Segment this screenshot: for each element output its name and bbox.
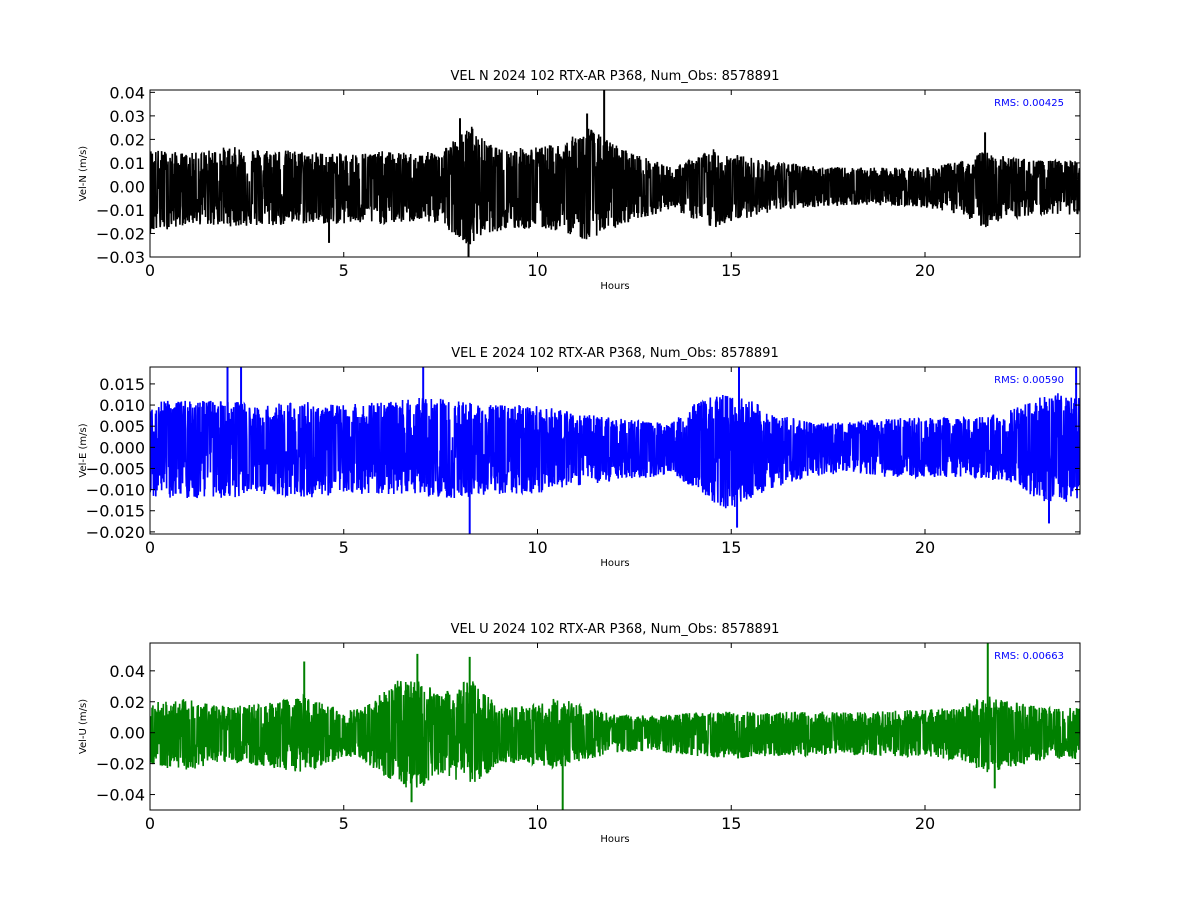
y-tick-label: −0.02: [96, 224, 145, 243]
x-axis-label: Hours: [600, 281, 629, 292]
x-tick-label: 5: [339, 261, 349, 280]
axes-frame: [149, 89, 1081, 258]
x-tick-label: 10: [527, 261, 547, 280]
panels: VEL N 2024 102 RTX-AR P368, Num_Obs: 857…: [78, 69, 1081, 845]
y-tick-label: 0.02: [109, 130, 145, 149]
y-tick-label: −0.02: [96, 755, 145, 774]
y-tick-label: 0.01: [109, 154, 145, 173]
chart-title: VEL N 2024 102 RTX-AR P368, Num_Obs: 857…: [451, 69, 780, 84]
x-tick-label: 15: [721, 261, 741, 280]
x-tick-label: 15: [721, 538, 741, 557]
chart-title: VEL E 2024 102 RTX-AR P368, Num_Obs: 857…: [451, 346, 778, 361]
panel-north: VEL N 2024 102 RTX-AR P368, Num_Obs: 857…: [78, 69, 1081, 292]
rms-annotation: RMS: 0.00425: [994, 98, 1064, 109]
x-axis-label: Hours: [600, 834, 629, 845]
y-tick-label: −0.03: [96, 248, 145, 267]
chart-title: VEL U 2024 102 RTX-AR P368, Num_Obs: 857…: [451, 622, 780, 637]
y-tick-label: 0.04: [109, 83, 145, 102]
y-axis-label: Vel-E (m/s): [78, 423, 89, 477]
y-tick-label: 0.03: [109, 107, 145, 126]
panel-east: VEL E 2024 102 RTX-AR P368, Num_Obs: 857…: [78, 346, 1081, 569]
y-tick-label: 0.04: [109, 662, 145, 681]
y-tick-label: −0.010: [86, 481, 145, 500]
x-tick-label: 0: [145, 261, 155, 280]
x-tick-label: 20: [915, 261, 935, 280]
axes-frame: [149, 642, 1081, 811]
y-tick-label: 0.02: [109, 693, 145, 712]
x-tick-label: 10: [527, 538, 547, 557]
y-tick-label: 0.005: [99, 417, 145, 436]
axes-frame: [149, 366, 1081, 535]
y-tick-label: 0.000: [99, 438, 145, 457]
x-tick-label: 20: [915, 538, 935, 557]
panel-up: VEL U 2024 102 RTX-AR P368, Num_Obs: 857…: [78, 622, 1081, 845]
rms-annotation: RMS: 0.00663: [994, 651, 1064, 662]
x-tick-label: 20: [915, 814, 935, 833]
x-tick-label: 10: [527, 814, 547, 833]
y-tick-label: −0.01: [96, 201, 145, 220]
y-tick-label: −0.04: [96, 786, 145, 805]
y-tick-label: −0.020: [86, 523, 145, 542]
x-tick-label: 5: [339, 814, 349, 833]
x-tick-label: 15: [721, 814, 741, 833]
x-axis-label: Hours: [600, 558, 629, 569]
y-tick-label: 0.00: [109, 177, 145, 196]
x-tick-label: 0: [145, 814, 155, 833]
series-line: [150, 393, 1080, 509]
y-axis-label: Vel-U (m/s): [78, 699, 89, 754]
x-tick-label: 0: [145, 538, 155, 557]
series-line: [150, 126, 1080, 245]
y-tick-label: −0.015: [86, 502, 145, 521]
y-tick-label: 0.010: [99, 396, 145, 415]
series-line: [150, 680, 1080, 788]
x-tick-label: 5: [339, 538, 349, 557]
y-axis-label: Vel-N (m/s): [78, 146, 89, 201]
y-tick-label: 0.00: [109, 724, 145, 743]
rms-annotation: RMS: 0.00590: [994, 375, 1064, 386]
y-tick-label: −0.005: [86, 459, 145, 478]
y-tick-label: 0.015: [99, 375, 145, 394]
